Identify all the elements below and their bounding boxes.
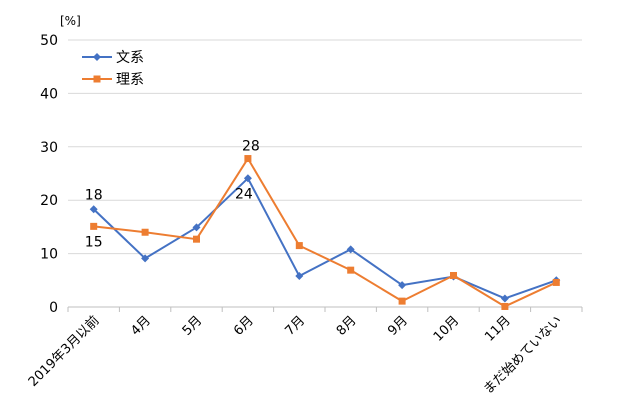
series-1-point-8	[501, 302, 509, 310]
series-line-1	[93, 157, 557, 308]
series-0-point-3	[243, 174, 252, 183]
x-tick-label-0: 2019年3月以前	[25, 313, 102, 390]
series-1-point-7	[450, 271, 457, 279]
series-1-point-6	[398, 297, 406, 305]
series-line-0	[93, 177, 557, 300]
x-tick-label-4: 7月	[282, 313, 308, 339]
y-tick-label-50: 50	[40, 33, 58, 49]
series-1-point-4	[295, 242, 303, 250]
series-1-point-1	[141, 228, 149, 236]
series-1-point-5	[347, 266, 355, 274]
y-tick-label-40: 40	[40, 86, 58, 102]
series-0-point-5	[346, 245, 355, 254]
series-1-point-9	[552, 278, 560, 286]
series-1-point-2	[193, 235, 200, 243]
y-tick-label-20: 20	[40, 193, 58, 209]
gridlines	[68, 39, 582, 255]
y-tick-label-10: 10	[40, 247, 58, 263]
series-0-point-4	[295, 272, 304, 281]
data-label-series-0-3: 24	[235, 186, 253, 202]
data-label-series-1-0: 15	[85, 234, 103, 250]
x-tick-label-3: 6月	[231, 313, 257, 339]
series-0-point-1	[141, 254, 150, 263]
data-label-series-0-0: 18	[85, 187, 103, 203]
series-layer	[89, 155, 561, 310]
x-tick-label-7: 10月	[431, 313, 462, 344]
series-0-point-0	[89, 205, 98, 214]
x-tick-label-8: 11月	[482, 313, 513, 344]
series-1-point-3	[244, 155, 252, 163]
legend-marker-0	[93, 53, 101, 61]
data-labels: 18 24 15 28	[85, 139, 260, 251]
y-tick-label-0: 0	[49, 300, 58, 316]
x-tick-label-5: 8月	[334, 313, 360, 339]
legend-label-0: 文系	[116, 50, 144, 66]
x-tick-label-1: 4月	[128, 313, 154, 339]
legend-label-1: 理系	[116, 72, 144, 88]
series-0-point-2	[192, 223, 201, 232]
legend-marker-1	[93, 75, 101, 83]
series-0-point-6	[398, 281, 407, 290]
y-axis-unit-label: [%]	[60, 14, 81, 28]
x-tick-label-6: 9月	[385, 313, 411, 339]
series-1-point-0	[90, 222, 98, 230]
data-label-series-1-3: 28	[242, 139, 260, 155]
series-0-point-8	[500, 294, 509, 303]
y-tick-label-30: 30	[40, 140, 58, 156]
x-tick-label-2: 5月	[180, 313, 206, 339]
